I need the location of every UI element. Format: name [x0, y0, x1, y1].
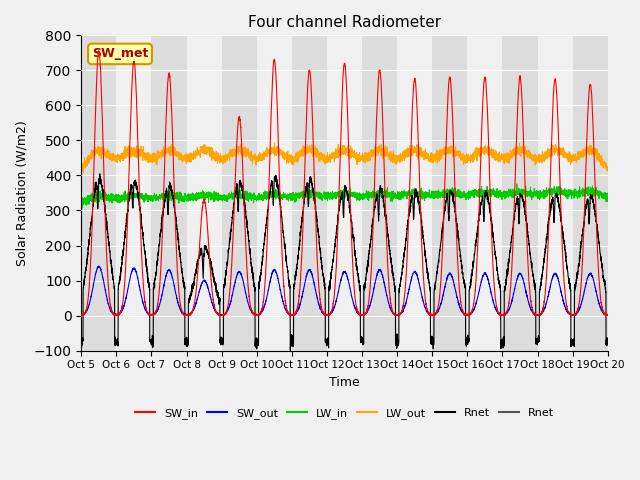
Bar	[573, 36, 608, 350]
Rnet	[172, 215, 180, 220]
SW_out	[325, 312, 333, 317]
LW_out	[325, 154, 333, 159]
Bar	[397, 36, 432, 350]
LW_in	[78, 205, 86, 211]
Bar	[362, 36, 397, 350]
LW_in	[463, 191, 470, 196]
Y-axis label: Solar Radiation (W/m2): Solar Radiation (W/m2)	[15, 120, 28, 266]
SW_out	[604, 312, 612, 317]
SW_in	[77, 312, 85, 318]
SW_out	[604, 312, 611, 318]
SW_in	[433, 307, 441, 312]
LW_out	[433, 153, 441, 158]
Line: SW_out: SW_out	[81, 266, 608, 315]
LW_in	[492, 194, 500, 200]
SW_in	[172, 241, 180, 247]
SW_out	[172, 292, 180, 298]
LW_out	[493, 156, 500, 162]
Bar	[538, 36, 573, 350]
SW_in	[604, 312, 611, 318]
LW_in	[172, 191, 180, 197]
SW_out	[95, 264, 102, 269]
Rnet	[604, 336, 611, 342]
Legend: SW_in, SW_out, LW_in, LW_out, Rnet, Rnet: SW_in, SW_out, LW_in, LW_out, Rnet, Rnet	[131, 404, 558, 423]
LW_in	[77, 198, 85, 204]
Bar	[187, 36, 221, 350]
Line: LW_out: LW_out	[81, 143, 608, 173]
Bar	[327, 36, 362, 350]
Bar	[116, 36, 152, 350]
LW_in	[604, 198, 612, 204]
SW_out	[77, 312, 85, 318]
Rnet	[96, 171, 104, 177]
Title: Four channel Radiometer: Four channel Radiometer	[248, 15, 441, 30]
SW_in	[325, 312, 333, 317]
LW_out	[271, 140, 278, 146]
LW_in	[325, 194, 333, 200]
SW_in	[604, 312, 612, 317]
LW_out	[604, 167, 611, 172]
Rnet	[433, 268, 441, 274]
SW_out	[433, 309, 441, 315]
SW_out	[493, 308, 500, 313]
Rnet	[463, 338, 470, 344]
SW_in	[95, 48, 102, 54]
LW_in	[604, 198, 611, 204]
LW_out	[77, 170, 85, 176]
SW_out	[463, 312, 470, 318]
Line: Rnet: Rnet	[81, 174, 608, 350]
LW_out	[604, 168, 612, 173]
Bar	[467, 36, 502, 350]
LW_out	[463, 151, 470, 156]
Bar	[81, 36, 116, 350]
Bar	[257, 36, 292, 350]
X-axis label: Time: Time	[329, 376, 360, 389]
Rnet	[493, 258, 500, 264]
SW_in	[463, 311, 470, 317]
LW_in	[433, 193, 441, 199]
Bar	[152, 36, 187, 350]
Bar	[292, 36, 327, 350]
LW_out	[77, 164, 85, 169]
LW_out	[172, 153, 180, 159]
Bar	[502, 36, 538, 350]
Line: LW_in: LW_in	[81, 184, 608, 208]
Bar	[221, 36, 257, 350]
Rnet	[325, 285, 333, 291]
SW_in	[77, 312, 85, 318]
LW_in	[513, 181, 521, 187]
SW_in	[493, 302, 500, 308]
SW_out	[147, 312, 154, 318]
Rnet	[604, 341, 612, 347]
Line: SW_in: SW_in	[81, 51, 608, 315]
Rnet	[77, 341, 85, 347]
Text: SW_met: SW_met	[92, 48, 148, 60]
Rnet	[287, 348, 294, 353]
Bar	[432, 36, 467, 350]
